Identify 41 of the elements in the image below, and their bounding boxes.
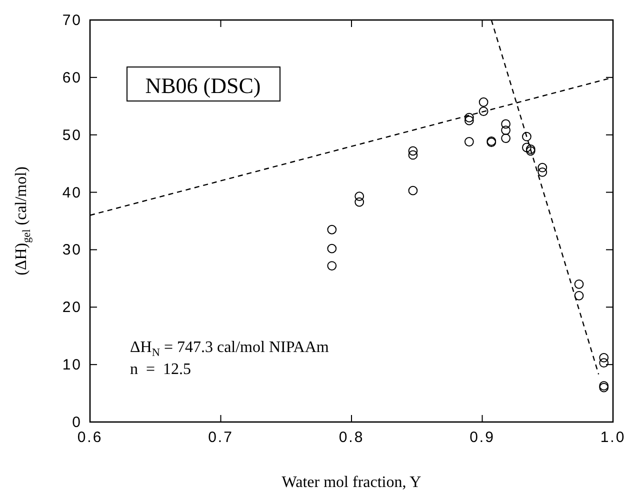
point	[408, 150, 418, 160]
x-tick-label: 1.0	[600, 429, 626, 446]
point	[501, 119, 510, 129]
point	[327, 261, 337, 270]
point	[354, 197, 364, 207]
point	[478, 106, 488, 116]
point	[522, 142, 532, 152]
x-axis-title: Water mol fraction, Y	[282, 474, 422, 491]
annotation: ΔH$_{N}$ = 747.3 cal/mol NIPAAm	[130, 339, 330, 359]
point	[574, 290, 584, 300]
y-tick-label: 10	[62, 356, 82, 374]
y-tick-label: 0	[72, 414, 82, 431]
point	[464, 116, 474, 126]
x-tick-label: 0.7	[208, 429, 234, 446]
y-tick-label: 30	[62, 242, 82, 259]
y-tick-label: 40	[62, 184, 82, 202]
point	[327, 224, 337, 234]
y-tick-label: 50	[62, 126, 82, 144]
y-tick-label: 20	[62, 299, 82, 316]
annotation: NB06 (DSC)	[145, 73, 261, 98]
point	[464, 112, 474, 122]
point	[599, 352, 609, 362]
point	[538, 167, 548, 177]
point	[574, 279, 584, 289]
point	[327, 244, 337, 254]
point	[354, 192, 364, 202]
point	[599, 358, 609, 368]
point	[408, 146, 418, 156]
x-tick-label: 0.6	[77, 429, 103, 446]
x-tick-label: 0.9	[470, 429, 495, 446]
annotation: n = 12.5	[130, 361, 192, 378]
point	[501, 126, 510, 135]
point	[478, 97, 488, 107]
point	[408, 186, 418, 196]
y-tick-label: 70	[62, 12, 82, 29]
point	[522, 132, 532, 142]
point	[501, 134, 510, 144]
point	[538, 162, 548, 172]
point	[464, 137, 474, 146]
x-tick-label: 0.8	[338, 429, 364, 446]
y-tick-label: 60	[62, 69, 82, 86]
